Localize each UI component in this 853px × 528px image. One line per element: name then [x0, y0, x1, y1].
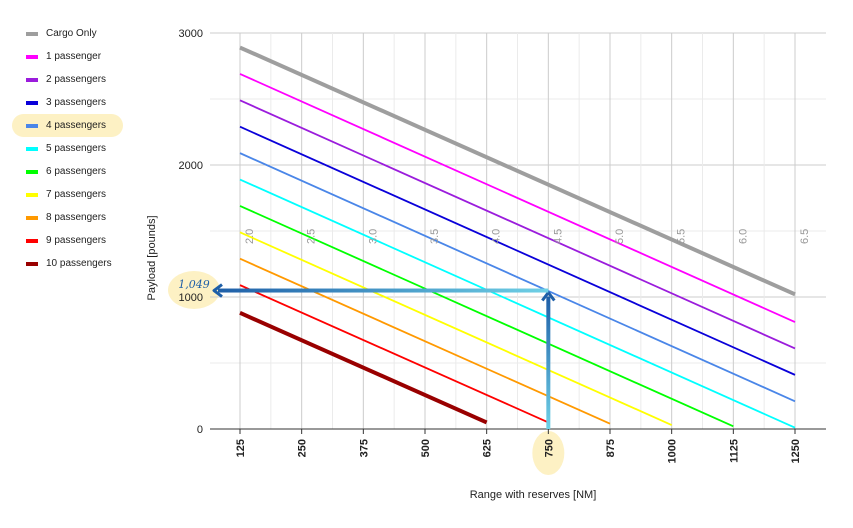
- annotation-arrows: 1,049: [178, 278, 556, 429]
- hours-labels: 2.0 2.5 3.0 3.5 4.0 4.5 5.0 5.5 6.0 6.5: [244, 229, 811, 244]
- legend-swatch: [26, 31, 38, 36]
- axes: [210, 428, 826, 434]
- hours-label-2-0: 2.0: [244, 229, 256, 244]
- x-tick-label-875: 875: [605, 439, 617, 457]
- legend-item-6-passengers: 6 passengers: [12, 160, 138, 183]
- horizontal-arrow-shaft: [218, 288, 549, 293]
- series-line-6-passengers: [239, 205, 734, 428]
- hours-label-5-0: 5.0: [614, 229, 626, 244]
- series-line-5-passengers: [239, 178, 796, 429]
- y-tick-label-1000: 1000: [179, 292, 203, 304]
- legend-swatch: [26, 192, 38, 197]
- x-tick-label-125: 125: [235, 439, 247, 457]
- legend-swatch: [26, 238, 38, 243]
- handwritten-value: 1,049: [178, 278, 210, 291]
- gridlines: [210, 32, 826, 429]
- series-line-9-passengers: [239, 284, 549, 424]
- x-tick-label-250: 250: [297, 439, 309, 457]
- y-tick-label-2000: 2000: [179, 160, 203, 172]
- series-line-1-passenger: [239, 73, 796, 323]
- legend-swatch: [26, 54, 38, 59]
- legend-swatch: [26, 123, 38, 128]
- legend-label: 10 passengers: [46, 258, 112, 269]
- x-tick-label-500: 500: [420, 439, 432, 457]
- legend-swatch: [26, 261, 38, 266]
- legend-label: Cargo Only: [46, 28, 97, 39]
- x-tick-label-1000: 1000: [667, 439, 679, 463]
- legend-item-1-passenger: 1 passenger: [12, 45, 138, 68]
- legend-label: 8 passengers: [46, 212, 107, 223]
- legend-swatch: [26, 215, 38, 220]
- series-line-4-passengers: [239, 152, 796, 403]
- series-line-cargo-only: [239, 45, 796, 297]
- legend-item-8-passengers: 8 passengers: [12, 206, 138, 229]
- hours-label-3-0: 3.0: [367, 229, 379, 244]
- legend-label: 9 passengers: [46, 235, 107, 246]
- legend-item-5-passengers: 5 passengers: [12, 137, 138, 160]
- horizontal-arrow-head: [212, 283, 223, 298]
- legend-label: 1 passenger: [46, 51, 102, 62]
- legend-item-10-passengers: 10 passengers: [12, 252, 138, 275]
- legend-label: 3 passengers: [46, 97, 107, 108]
- series-line-10-passengers: [239, 311, 488, 425]
- legend-item-9-passengers: 9 passengers: [12, 229, 138, 252]
- x-tick-label-750: 750: [543, 439, 555, 457]
- x-tick-label-1125: 1125: [728, 439, 740, 463]
- legend-label: 5 passengers: [46, 143, 107, 154]
- hours-label-2-5: 2.5: [306, 229, 318, 244]
- x-tick-label-625: 625: [482, 439, 494, 457]
- legend-swatch: [26, 100, 38, 105]
- series-line-2-passengers: [239, 99, 796, 350]
- value-highlight: [168, 271, 220, 309]
- series-line-3-passengers: [239, 125, 796, 376]
- vertical-arrow-shaft: [546, 296, 551, 429]
- legend-label: 4 passengers: [46, 120, 107, 131]
- x-tick-highlight: [532, 431, 565, 475]
- hours-label-4-5: 4.5: [552, 229, 564, 244]
- y-tick-label-0: 0: [197, 424, 203, 436]
- tick-labels: 0 1000 2000 3000 125 250 375 500 625 750 875 1000 11…: [179, 28, 802, 463]
- legend-item-3-passengers: 3 passengers: [12, 91, 138, 114]
- legend-swatch: [26, 169, 38, 174]
- x-tick-label-375: 375: [358, 439, 370, 457]
- legend-item-2-passengers: 2 passengers: [12, 68, 138, 91]
- chart-legend: Cargo Only 1 passenger 2 passengers 3 passe…: [12, 22, 138, 275]
- y-axis-title: Payload [pounds]: [146, 215, 158, 300]
- legend-label: 7 passengers: [46, 189, 107, 200]
- hours-label-5-5: 5.5: [676, 229, 688, 244]
- highlight-layer: [168, 271, 565, 475]
- hours-label-3-5: 3.5: [429, 229, 441, 244]
- legend-item-cargo-only: Cargo Only: [12, 22, 138, 45]
- series-line-7-passengers: [239, 231, 673, 426]
- hours-label-6-5: 6.5: [799, 229, 811, 244]
- legend-swatch: [26, 77, 38, 82]
- legend-item-4-passengers: 4 passengers: [12, 114, 138, 137]
- hours-label-4-0: 4.0: [491, 229, 503, 244]
- x-axis-title: Range with reserves [NM]: [470, 489, 597, 501]
- legend-swatch: [26, 146, 38, 151]
- series-lines: [239, 45, 796, 429]
- legend-label: 6 passengers: [46, 166, 107, 177]
- legend-item-7-passengers: 7 passengers: [12, 183, 138, 206]
- y-tick-label-3000: 3000: [179, 28, 203, 40]
- hours-label-6-0: 6.0: [737, 229, 749, 244]
- x-tick-label-1250: 1250: [790, 439, 802, 463]
- legend-label: 2 passengers: [46, 74, 107, 85]
